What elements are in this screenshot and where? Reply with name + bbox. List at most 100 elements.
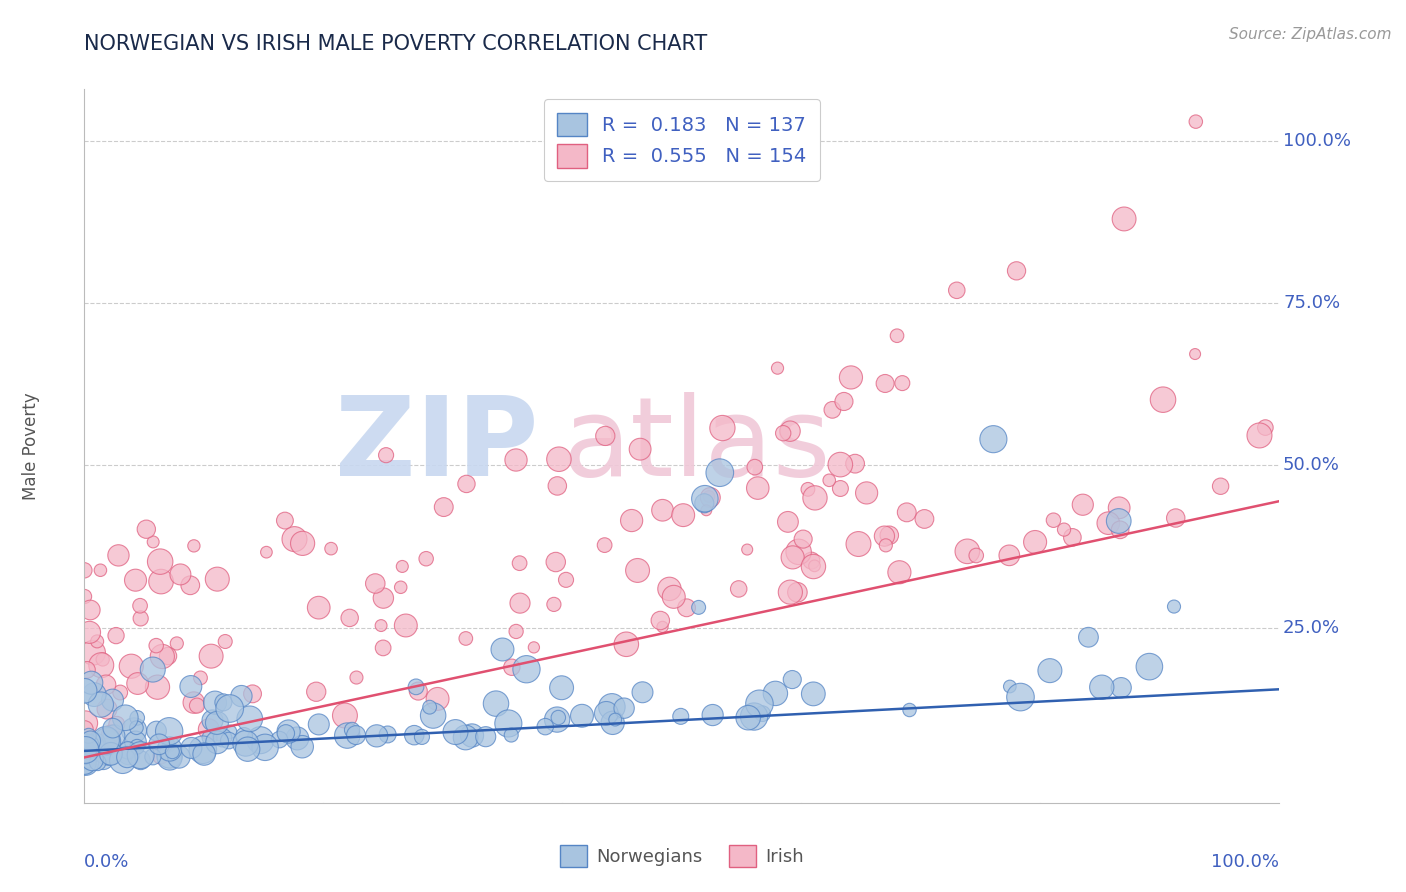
Point <box>180 741 202 756</box>
Point <box>620 514 643 528</box>
Point <box>211 731 233 745</box>
Point <box>912 512 935 526</box>
Text: NORWEGIAN VS IRISH MALE POVERTY CORRELATION CHART: NORWEGIAN VS IRISH MALE POVERTY CORRELAT… <box>84 34 707 54</box>
Point <box>375 448 398 462</box>
Point <box>114 711 136 725</box>
Point <box>146 680 169 694</box>
Point <box>198 731 221 745</box>
Point <box>501 660 523 674</box>
Point <box>205 715 228 730</box>
Point <box>998 680 1021 694</box>
Point <box>101 693 124 707</box>
Point <box>183 539 205 553</box>
Text: Male Poverty: Male Poverty <box>21 392 39 500</box>
Point <box>405 680 427 694</box>
Point <box>779 424 801 438</box>
Point <box>73 736 96 750</box>
Point <box>142 535 165 549</box>
Point <box>1164 511 1187 525</box>
Point <box>129 753 152 767</box>
Point <box>231 689 253 703</box>
Point <box>344 728 367 742</box>
Point <box>183 696 205 710</box>
Point <box>150 574 173 589</box>
Point <box>208 727 231 741</box>
Point <box>1077 630 1099 644</box>
Point <box>631 685 654 699</box>
Point <box>370 618 392 632</box>
Point <box>186 698 208 713</box>
Point <box>73 590 96 604</box>
Text: 75.0%: 75.0% <box>1284 294 1340 312</box>
Point <box>73 722 96 736</box>
Point <box>159 748 181 763</box>
Point <box>821 402 844 417</box>
Point <box>364 576 387 591</box>
Point <box>523 640 546 655</box>
Point <box>711 421 734 435</box>
Point <box>82 753 104 767</box>
Point <box>889 566 911 580</box>
Point <box>650 614 672 628</box>
Point <box>877 528 900 542</box>
Point <box>239 712 262 726</box>
Point <box>91 752 114 766</box>
Point <box>135 522 157 536</box>
Point <box>117 747 139 761</box>
Point <box>124 735 146 749</box>
Point <box>340 723 363 737</box>
Point <box>602 715 624 730</box>
Point <box>766 361 789 376</box>
Point <box>96 745 118 759</box>
Point <box>75 716 97 731</box>
Point <box>697 490 720 504</box>
Point <box>1053 523 1076 537</box>
Point <box>94 678 117 692</box>
Point <box>366 729 388 743</box>
Point <box>411 730 433 744</box>
Point <box>1209 479 1232 493</box>
Point <box>1137 659 1160 673</box>
Point <box>79 748 101 763</box>
Point <box>204 696 226 710</box>
Point <box>699 491 721 505</box>
Point <box>763 686 786 700</box>
Text: 50.0%: 50.0% <box>1284 457 1340 475</box>
Point <box>191 743 214 757</box>
Point <box>669 709 692 723</box>
Point <box>198 723 221 737</box>
Point <box>546 479 568 493</box>
Point <box>77 729 100 743</box>
Point <box>875 376 897 391</box>
Point <box>156 648 179 663</box>
Point <box>751 706 773 721</box>
Point <box>377 727 399 741</box>
Point <box>148 737 170 751</box>
Point <box>662 590 685 604</box>
Point <box>546 713 568 727</box>
Point <box>214 634 236 648</box>
Point <box>308 600 330 615</box>
Point <box>90 698 112 712</box>
Point <box>73 749 96 764</box>
Point <box>613 701 636 715</box>
Point <box>786 585 808 599</box>
Point <box>886 328 908 343</box>
Point <box>776 515 799 529</box>
Point <box>373 591 395 606</box>
Point <box>983 432 1005 446</box>
Point <box>406 684 429 698</box>
Point <box>803 558 825 573</box>
Point <box>90 658 112 673</box>
Point <box>274 726 297 740</box>
Point <box>91 746 114 760</box>
Point <box>695 503 717 517</box>
Point <box>159 742 181 756</box>
Point <box>498 716 520 731</box>
Point <box>433 500 456 514</box>
Point <box>800 553 823 567</box>
Point <box>142 663 165 677</box>
Point <box>108 685 131 699</box>
Point <box>75 743 97 757</box>
Point <box>129 611 152 625</box>
